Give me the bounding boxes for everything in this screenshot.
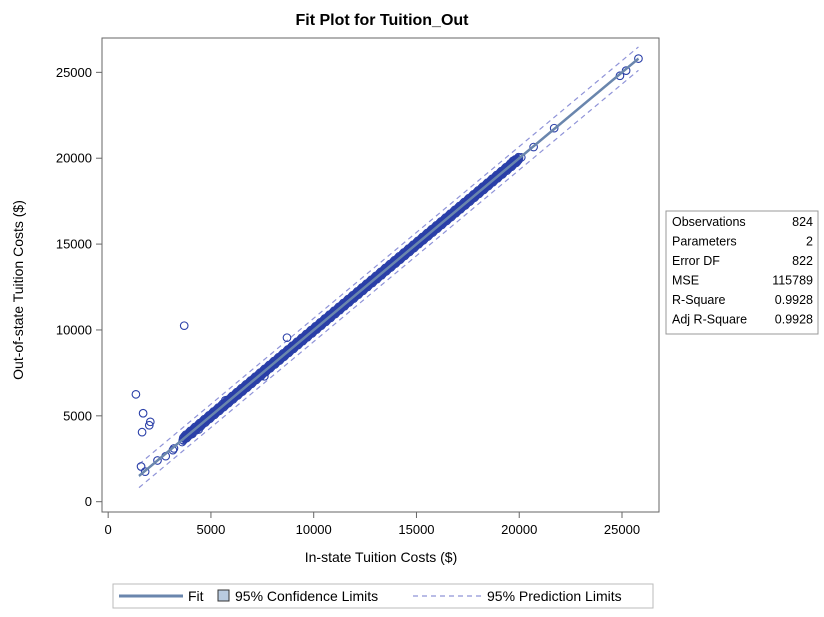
data-point: [492, 171, 501, 181]
y-tick-label: 25000: [56, 65, 92, 80]
x-tick-label: 10000: [296, 522, 332, 537]
legend: Fit 95% Confidence Limits 95% Prediction L…: [112, 583, 654, 609]
x-tick-label: 15000: [398, 522, 434, 537]
stats-value: 0.9928: [775, 313, 813, 327]
stats-label: MSE: [672, 274, 699, 288]
data-point: [529, 142, 538, 152]
stats-value: 822: [792, 254, 813, 268]
stats-label: Observations: [672, 215, 746, 229]
data-point: [137, 427, 147, 437]
data-point: [144, 420, 154, 430]
legend-fit-label: Fit: [188, 588, 204, 604]
chart-title: Fit Plot for Tuition_Out: [296, 12, 470, 29]
legend-confidence-swatch: [217, 589, 230, 602]
data-point: [516, 153, 526, 162]
y-tick-label: 15000: [56, 237, 92, 252]
stats-label: Adj R-Square: [672, 313, 747, 327]
stats-value: 824: [792, 215, 813, 229]
axes: 0 5000 10000 15000 20000 25000 0 5000 10000 15000…: [56, 65, 640, 537]
stats-label: R-Square: [672, 293, 726, 307]
upper-prediction-limit: [138, 46, 639, 465]
stats-label: Parameters: [672, 235, 737, 249]
data-point: [138, 408, 148, 418]
fit-line: [138, 57, 640, 477]
stats-table-frame: [665, 210, 819, 335]
y-tick-label: 5000: [63, 408, 92, 423]
y-tick-label: 0: [85, 494, 92, 509]
data-point: [549, 123, 559, 133]
data-point: [153, 456, 162, 465]
legend-confidence-label: 95% Confidence Limits: [235, 588, 378, 604]
plot-area: [131, 46, 643, 489]
lower-prediction-limit: [138, 69, 639, 489]
x-tick-label: 0: [105, 522, 112, 537]
stats-value: 115789: [772, 274, 813, 288]
data-point: [131, 390, 141, 399]
data-point: [179, 321, 189, 331]
stats-label: Error DF: [672, 254, 720, 268]
x-tick-label: 5000: [196, 522, 225, 537]
legend-frame: [112, 583, 654, 609]
stats-value: 0.9928: [775, 293, 813, 307]
legend-prediction-label: 95% Prediction Limits: [487, 588, 622, 604]
data-point: [634, 54, 643, 63]
x-tick-label: 20000: [501, 522, 537, 537]
data-point: [145, 417, 155, 427]
data-point: [282, 333, 292, 343]
stats-value: 2: [806, 235, 813, 249]
y-axis-label: Out-of-state Tuition Costs ($): [10, 200, 26, 380]
x-axis-label: In-state Tuition Costs ($): [305, 549, 458, 565]
x-tick-label: 25000: [604, 522, 640, 537]
fit-statistics-table: Observations 824 Parameters 2 Error DF 822 MSE…: [665, 210, 819, 335]
y-tick-label: 20000: [56, 151, 92, 166]
y-tick-label: 10000: [56, 322, 92, 337]
data-point: [140, 467, 150, 476]
